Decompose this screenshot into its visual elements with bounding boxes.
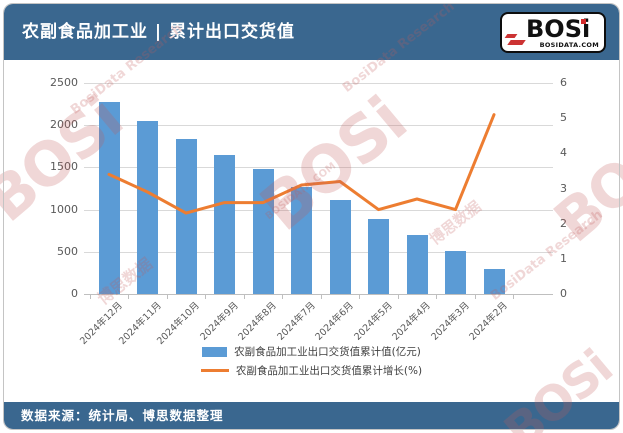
- y-axis-left: 0 500 1000 1500 2000 2500: [18, 76, 78, 300]
- y-axis-label-right: 5: [560, 111, 567, 125]
- y-axis-label-right: 2: [560, 216, 567, 230]
- y-axis-label-right: 4: [560, 146, 567, 160]
- gridline: [84, 125, 553, 127]
- x-axis-labels: 2024年12月 2024年11月 2024年10月 2024年9月 2024年8月 20…: [78, 296, 553, 348]
- legend-item-bar: 农副食品加工业出口交货值累计值(亿元): [202, 344, 421, 359]
- x-axis-tick: [128, 295, 130, 299]
- y-axis-label-left: 1000: [50, 202, 78, 216]
- y-axis-label-right: 6: [560, 76, 567, 89]
- x-axis-tick: [282, 295, 284, 299]
- gridline: [84, 83, 553, 84]
- logo-stripe-icon: [507, 40, 526, 45]
- bar: [406, 234, 428, 294]
- footer-bar: 数据来源：统计局、博思数据整理: [4, 402, 619, 429]
- line-series: [107, 113, 496, 215]
- x-axis-tick: [474, 295, 476, 299]
- bar: [483, 268, 505, 294]
- bosi-logo: BOSi BOSIDATA.COM: [500, 12, 606, 53]
- x-axis-tick: [359, 295, 361, 299]
- x-axis-tick: [397, 295, 399, 299]
- y-axis-label-left: 2000: [50, 118, 78, 132]
- y-axis-label-right: 1: [560, 251, 567, 265]
- x-axis-tick: [205, 295, 207, 299]
- bar: [291, 186, 312, 294]
- data-source-text: 数据来源：统计局、博思数据整理: [21, 408, 224, 423]
- trend-line: [107, 113, 496, 215]
- y-axis-label-left: 2500: [50, 76, 78, 89]
- gridline: [84, 167, 553, 169]
- y-axis-label-right: 3: [560, 181, 567, 195]
- y-axis-label-left: 0: [71, 287, 78, 300]
- y-axis-label-right: 0: [560, 287, 567, 300]
- x-axis-tick: [513, 295, 515, 299]
- x-axis-line: [84, 294, 553, 295]
- y-axis-label-left: 500: [57, 244, 78, 258]
- y-axis-right: 0 1 2 3 4 5 6: [560, 76, 590, 300]
- bar: [445, 250, 466, 294]
- logo-red-dot: [581, 19, 586, 24]
- y-axis-label-left: 1500: [50, 160, 78, 174]
- gridline: [84, 251, 553, 253]
- bar: [368, 218, 389, 294]
- bosi-logo-text: BOSi: [526, 15, 591, 43]
- bar: [214, 154, 235, 294]
- bar: [137, 120, 158, 294]
- x-axis-tick: [320, 295, 322, 299]
- header-bar: 农副食品加工业 | 累计出口交货值 BOSi BOSIDATA.COM: [4, 4, 619, 60]
- legend-bar-label: 农副食品加工业出口交货值累计值(亿元): [234, 346, 421, 358]
- bar: [329, 200, 351, 294]
- x-axis-tick: [243, 295, 245, 299]
- x-axis-tick: [166, 295, 168, 299]
- legend-line-swatch-icon: [200, 369, 229, 372]
- page-title: 农副食品加工业 | 累计出口交货值: [22, 22, 296, 42]
- bar: [98, 102, 120, 294]
- legend-line-label: 农副食品加工业出口交货值累计增长(%): [235, 365, 423, 377]
- logo-stripe-icon: [504, 34, 518, 38]
- legend-bar-swatch-icon: [202, 346, 228, 357]
- legend-item-line: 农副食品加工业出口交货值累计增长(%): [200, 363, 423, 378]
- x-axis-tick: [436, 295, 438, 299]
- x-axis-tick: [89, 295, 91, 299]
- logo-site-text: BOSIDATA.COM: [539, 41, 599, 49]
- gridline: [84, 209, 553, 211]
- plot-area: [84, 83, 553, 299]
- legend: 农副食品加工业出口交货值累计值(亿元) 农副食品加工业出口交货值累计增长(%): [0, 344, 623, 378]
- bar: [175, 138, 197, 294]
